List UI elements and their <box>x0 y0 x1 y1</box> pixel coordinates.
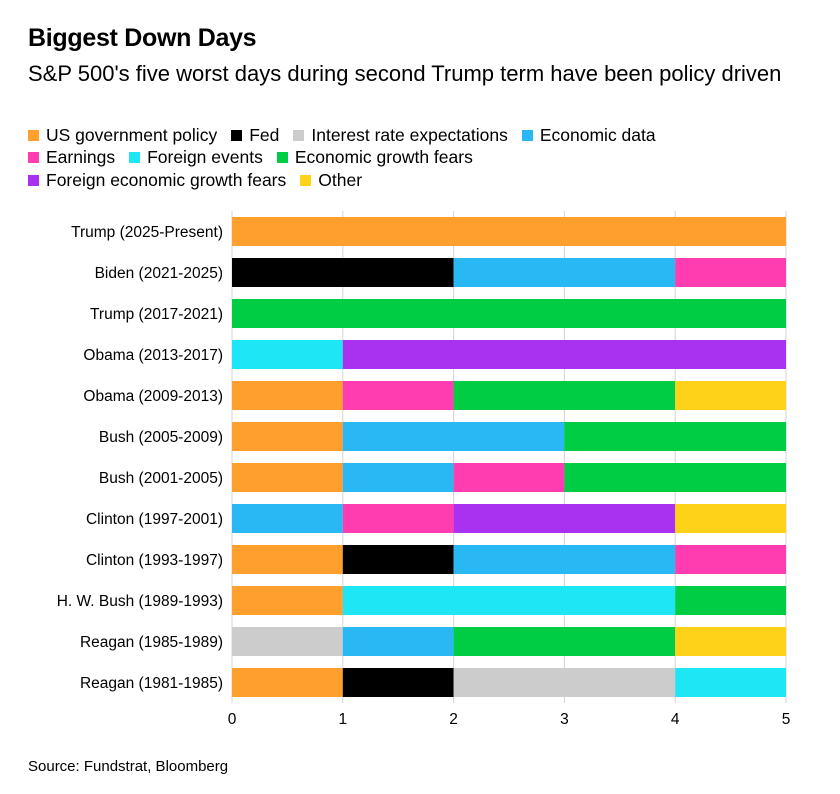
category-label: Reagan (1981-1985) <box>80 675 223 692</box>
legend-row: US government policy Fed Interest rate exp… <box>28 124 818 147</box>
category-label: Bush (2005-2009) <box>99 429 223 446</box>
legend-item-earnings: Earnings <box>28 147 115 168</box>
bar-segment-economic-growth-fears <box>453 627 676 656</box>
bar-segment-economic-growth-fears <box>232 299 786 328</box>
legend-label: Interest rate expectations <box>311 124 508 145</box>
bar-segment-fed <box>342 545 454 574</box>
legend-label: Economic growth fears <box>294 147 473 168</box>
legend-item-fed: Fed <box>231 125 279 146</box>
legend-row: Foreign economic growth fears Other <box>28 169 818 192</box>
legend-swatch <box>129 152 141 164</box>
x-tick-label: 2 <box>449 711 458 728</box>
bar-segment-earnings <box>675 545 786 574</box>
category-label: Trump (2025-Present) <box>71 224 223 241</box>
bar-segment-earnings <box>675 258 786 287</box>
stacked-bar-chart: Trump (2025-Present) Biden (2021-2025) Tru… <box>57 211 791 728</box>
category-label: Obama (2009-2013) <box>83 388 223 405</box>
category-label: Clinton (1993-1997) <box>86 552 223 569</box>
x-tick-label: 4 <box>671 711 680 728</box>
legend-swatch <box>28 174 39 186</box>
x-tick-label: 1 <box>338 711 347 728</box>
category-label: H. W. Bush (1989-1993) <box>57 593 223 610</box>
bar-segment-earnings <box>453 463 565 492</box>
legend-swatch <box>300 174 312 186</box>
legend: US government policy Fed Interest rate exp… <box>28 124 818 192</box>
legend-label: Fed <box>249 124 280 145</box>
bar-segment-us-government-policy <box>232 586 343 615</box>
legend-item-interest-rate-expectations: Interest rate expectations <box>293 125 508 146</box>
bar-segment-fed <box>342 668 454 697</box>
legend-item-economic-data: Economic data <box>521 124 656 146</box>
bar-segment-foreign-economic-growth-fears <box>342 340 786 369</box>
legend-item-us-government-policy: US government policy <box>28 125 217 146</box>
category-label: Clinton (1997-2001) <box>86 511 223 528</box>
bar-segment-economic-data <box>342 422 565 451</box>
bar-segment-economic-growth-fears <box>675 586 786 615</box>
x-tick-label: 0 <box>228 711 237 728</box>
bar-segment-us-government-policy <box>232 217 786 246</box>
category-label: Trump (2017-2021) <box>90 306 223 323</box>
bar-segment-us-government-policy <box>232 422 343 451</box>
bar-segment-other <box>675 627 786 656</box>
bar-segment-foreign-events <box>675 668 786 697</box>
legend-swatch <box>293 129 305 141</box>
legend-label: Foreign economic growth fears <box>46 169 287 190</box>
bar-segment-us-government-policy <box>232 545 343 574</box>
legend-item-other: Other <box>300 170 362 191</box>
legend-item-economic-growth-fears: Economic growth fears <box>276 147 473 168</box>
bar-segment-foreign-events <box>342 586 676 615</box>
bar-segment-economic-growth-fears <box>564 422 786 451</box>
legend-item-foreign-economic-growth-fears: Foreign economic growth fears <box>28 170 286 191</box>
legend-label: Earnings <box>46 147 116 168</box>
bar-segment-economic-data <box>342 627 454 656</box>
bar-segment-economic-data <box>453 258 676 287</box>
legend-label: US government policy <box>46 124 218 145</box>
x-tick-label: 5 <box>782 711 791 728</box>
chart-subtitle: S&P 500's five worst days during second … <box>28 61 782 86</box>
category-label: Reagan (1985-1989) <box>80 634 223 651</box>
legend-swatch <box>231 129 243 141</box>
category-label: Biden (2021-2025) <box>95 265 223 282</box>
bar-segment-economic-data <box>232 504 343 533</box>
bar-segment-economic-growth-fears <box>564 463 786 492</box>
legend-swatch <box>276 152 288 164</box>
bar-segment-economic-data <box>453 545 676 574</box>
legend-label: Other <box>318 169 363 190</box>
bar-segment-interest-rate-expectations <box>453 668 676 697</box>
legend-swatch <box>521 129 533 141</box>
legend-swatch <box>28 152 39 164</box>
bar-segment-other <box>675 381 786 410</box>
x-tick-label: 3 <box>560 711 569 728</box>
legend-item-foreign-events: Foreign events <box>129 147 263 168</box>
legend-swatch <box>28 129 39 141</box>
legend-label: Economic data <box>539 124 656 145</box>
bar-segment-us-government-policy <box>232 463 343 492</box>
bar-segment-earnings <box>342 504 454 533</box>
source-note: Source: Fundstrat, Bloomberg <box>28 758 229 775</box>
chart-title: Biggest Down Days <box>28 24 257 52</box>
bar-segment-foreign-events <box>232 340 343 369</box>
bar-segment-economic-data <box>342 463 454 492</box>
bar-segment-us-government-policy <box>232 381 343 410</box>
bar-segment-other <box>675 504 786 533</box>
category-label: Obama (2013-2017) <box>83 347 223 364</box>
bar-segment-interest-rate-expectations <box>232 627 343 656</box>
bar-segment-foreign-economic-growth-fears <box>453 504 676 533</box>
bar-segment-economic-growth-fears <box>453 381 676 410</box>
bar-segment-fed <box>232 258 454 287</box>
bar-segment-us-government-policy <box>232 668 343 697</box>
legend-row: Earnings Foreign events Economic growth fe… <box>28 147 818 170</box>
legend-label: Foreign events <box>147 147 263 168</box>
category-label: Bush (2001-2005) <box>99 470 223 487</box>
bar-segment-earnings <box>342 381 454 410</box>
